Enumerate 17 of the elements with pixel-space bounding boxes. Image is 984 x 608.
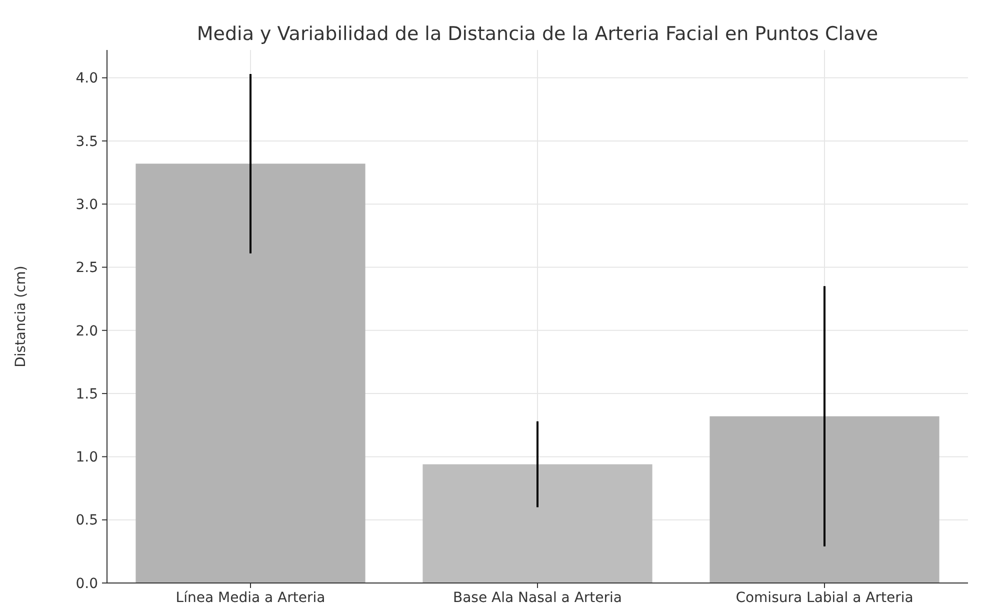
y-tick-label: 0.5 bbox=[76, 512, 98, 529]
y-tick-label: 1.5 bbox=[76, 386, 98, 402]
bar bbox=[422, 464, 652, 583]
y-tick-label: 2.5 bbox=[76, 260, 98, 276]
y-tick-label: 3.5 bbox=[76, 134, 98, 150]
y-tick-label: 1.0 bbox=[76, 450, 98, 466]
y-axis-title: Distancia (cm) bbox=[13, 266, 29, 368]
y-tick-label: 4.0 bbox=[76, 70, 98, 87]
chart-title: Media y Variabilidad de la Distancia de la Arteria Facial en Puntos Clave bbox=[196, 23, 878, 45]
bar bbox=[710, 416, 940, 583]
bar bbox=[136, 164, 366, 583]
x-tick-label: Línea Media a Arteria bbox=[176, 590, 326, 606]
x-tick-label: Comisura Labial a Arteria bbox=[736, 590, 914, 606]
y-tick-label: 3.0 bbox=[76, 196, 98, 213]
x-tick-label: Base Ala Nasal a Arteria bbox=[453, 590, 622, 606]
y-tick-label: 0.0 bbox=[76, 576, 98, 592]
y-tick-label: 2.0 bbox=[76, 323, 98, 340]
